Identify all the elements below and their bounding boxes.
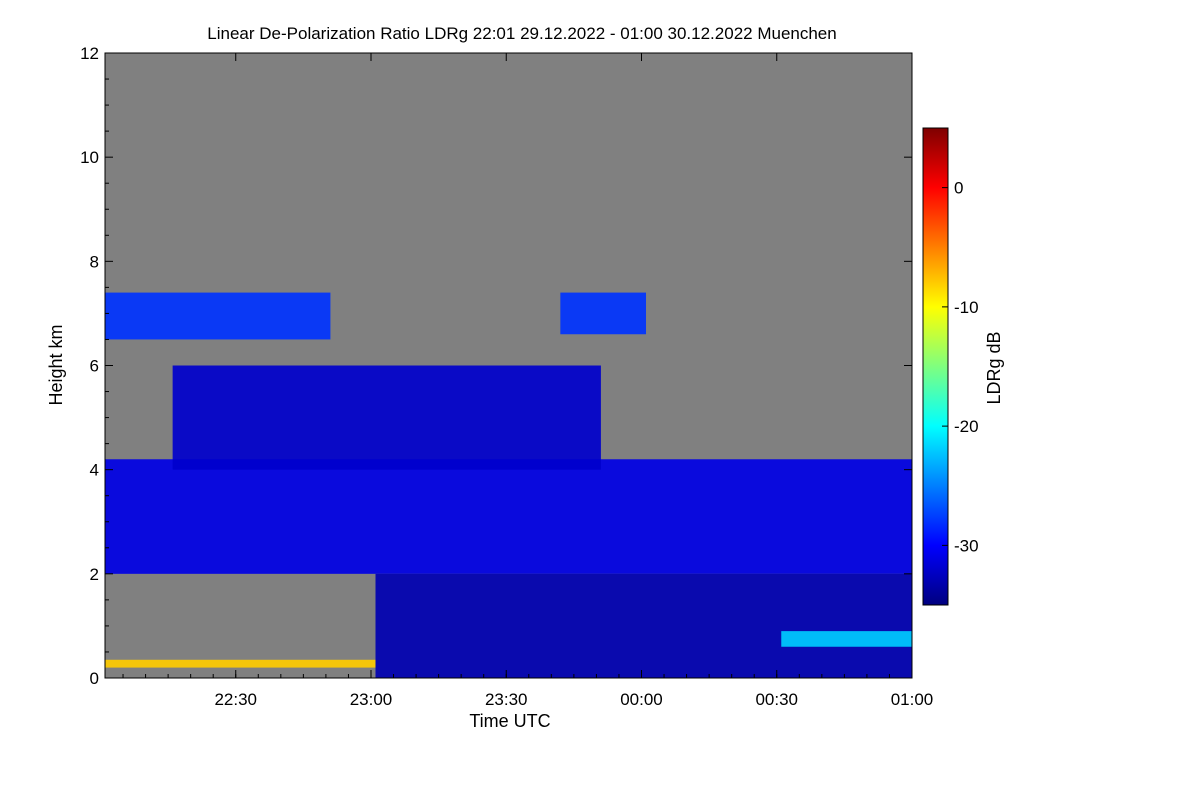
ldr-region-7 bbox=[105, 659, 376, 668]
y-tick-label: 0 bbox=[90, 669, 99, 688]
ldr-region-1 bbox=[105, 459, 912, 574]
colorbar-tick-label: -20 bbox=[954, 417, 979, 436]
y-axis: 0 2 4 6 8 10 12 bbox=[80, 44, 912, 688]
colorbar-tick-label: 0 bbox=[954, 179, 963, 198]
colorbar bbox=[922, 127, 949, 606]
ldr-region-3 bbox=[105, 292, 331, 340]
y-tick-label: 2 bbox=[90, 565, 99, 584]
x-tick-label: 01:00 bbox=[891, 690, 934, 709]
colorbar-tick-label: -10 bbox=[954, 298, 979, 317]
y-tick-label: 12 bbox=[80, 44, 99, 63]
x-tick-label: 00:00 bbox=[620, 690, 663, 709]
y-tick-label: 4 bbox=[90, 461, 99, 480]
colorbar-axis: 0 -10 -20 -30 bbox=[942, 179, 979, 555]
data-layer-group bbox=[105, 292, 912, 678]
colorbar-tick-label: -30 bbox=[954, 536, 979, 555]
x-tick-label: 23:30 bbox=[485, 690, 528, 709]
colorbar-label: LDRg dB bbox=[984, 331, 1004, 404]
y-axis-label: Height km bbox=[46, 324, 66, 405]
y-tick-label: 10 bbox=[80, 148, 99, 167]
y-tick-label: 6 bbox=[90, 357, 99, 376]
x-axis: 22:30 23:00 23:30 00:00 00:30 01:00 bbox=[122, 53, 934, 709]
y-tick-label: 8 bbox=[90, 252, 99, 271]
ldr-region-4 bbox=[560, 292, 647, 335]
ldr-region-6 bbox=[781, 631, 912, 647]
ldr-region-2 bbox=[172, 365, 601, 470]
x-tick-label: 22:30 bbox=[214, 690, 257, 709]
ldr-region-5 bbox=[375, 573, 912, 678]
x-tick-label: 23:00 bbox=[350, 690, 393, 709]
x-tick-label: 00:30 bbox=[755, 690, 798, 709]
chart-title: Linear De-Polarization Ratio LDRg 22:01 … bbox=[207, 24, 836, 43]
x-axis-label: Time UTC bbox=[469, 711, 550, 731]
